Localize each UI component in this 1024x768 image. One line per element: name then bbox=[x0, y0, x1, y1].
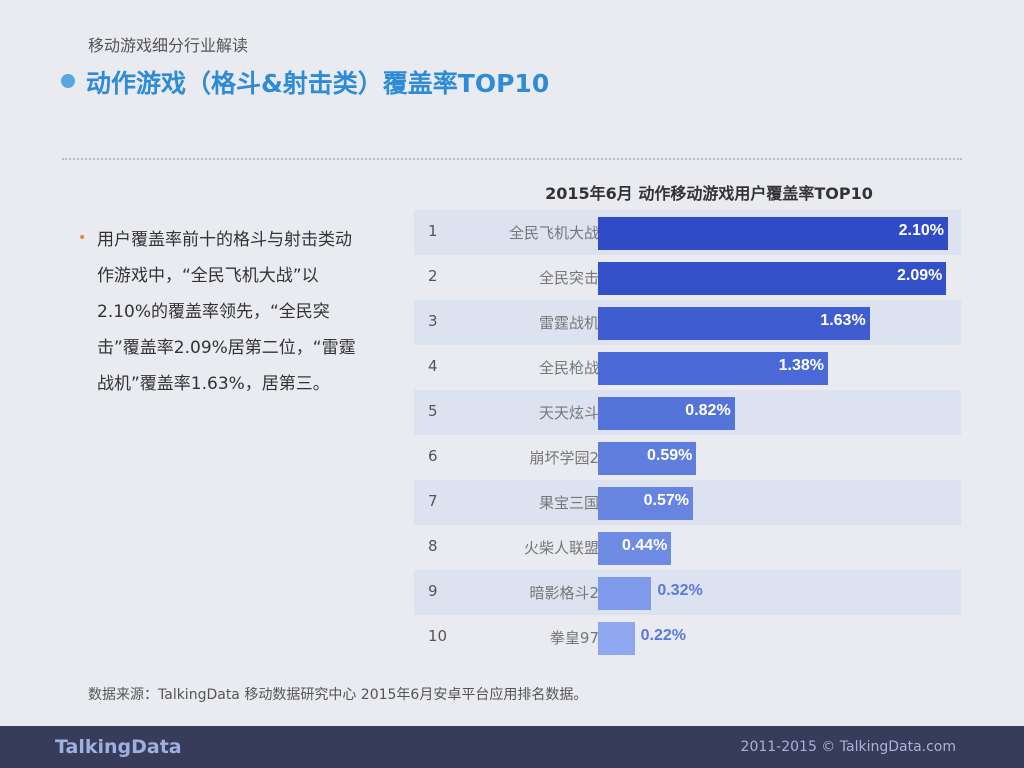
rank-label: 5 bbox=[428, 402, 438, 420]
value-label: 2.10% bbox=[898, 222, 944, 239]
chart-title: 2015年6月 动作移动游戏用户覆盖率TOP10 bbox=[545, 184, 873, 203]
rank-label: 8 bbox=[428, 537, 438, 555]
page-title: 动作游戏（格斗&射击类）覆盖率TOP10 bbox=[86, 69, 550, 98]
value-label: 0.59% bbox=[646, 447, 693, 464]
category-label: 全民飞机大战 bbox=[508, 224, 599, 242]
value-label: 0.82% bbox=[685, 402, 731, 419]
category-label: 全民枪战 bbox=[538, 359, 599, 377]
value-label: 0.57% bbox=[643, 492, 689, 509]
value-label: 1.63% bbox=[820, 312, 866, 329]
value-label: 2.09% bbox=[896, 267, 943, 284]
divider bbox=[62, 158, 962, 160]
bar bbox=[598, 262, 947, 295]
bar bbox=[598, 577, 652, 610]
rank-label: 3 bbox=[428, 312, 438, 330]
category-label: 果宝三国 bbox=[538, 494, 599, 512]
talkingdata-logo: TalkingData bbox=[55, 736, 182, 758]
chart-row: 7 果宝三国 0.57% bbox=[414, 480, 961, 525]
bar bbox=[598, 397, 735, 430]
footer: TalkingData 2011-2015 © TalkingData.com bbox=[0, 726, 1024, 768]
category-label: 暗影格斗2 bbox=[529, 584, 599, 602]
bar bbox=[598, 487, 693, 520]
description-text: 用户覆盖率前十的格斗与射击类动作游戏中，“全民飞机大战”以2.10%的覆盖率领先… bbox=[97, 230, 356, 394]
page-subtitle: 移动游戏细分行业解读 bbox=[88, 36, 249, 55]
bar bbox=[598, 532, 672, 565]
rank-label: 9 bbox=[428, 582, 438, 600]
source-note: 数据来源：TalkingData 移动数据研究中心 2015年6月安卓平台应用排… bbox=[88, 687, 588, 703]
title-bullet-icon bbox=[61, 74, 75, 88]
chart-row: 6 崩坏学园2 0.59% bbox=[414, 435, 961, 480]
bullet-icon: • bbox=[78, 230, 87, 246]
category-label: 拳皇97 bbox=[549, 629, 599, 647]
chart-row: 3 雷霆战机 1.63% bbox=[414, 300, 961, 345]
rank-label: 10 bbox=[428, 627, 448, 645]
chart-row: 4 全民枪战 1.38% bbox=[414, 345, 961, 390]
chart-row: 10 拳皇97 0.22% bbox=[414, 615, 961, 660]
value-label: 1.38% bbox=[778, 357, 824, 374]
chart-row: 8 火柴人联盟 0.44% bbox=[414, 525, 961, 570]
bar bbox=[598, 442, 697, 475]
rank-label: 4 bbox=[428, 357, 438, 375]
rank-label: 6 bbox=[428, 447, 438, 465]
bar bbox=[598, 307, 870, 340]
chart-row: 5 天天炫斗 0.82% bbox=[414, 390, 961, 435]
category-label: 火柴人联盟 bbox=[523, 539, 599, 557]
chart-row: 2 全民突击 2.09% bbox=[414, 255, 961, 300]
value-label: 0.32% bbox=[657, 582, 703, 599]
chart-row: 9 暗影格斗2 0.32% bbox=[414, 570, 961, 615]
bar bbox=[598, 217, 948, 250]
value-label: 0.44% bbox=[621, 537, 668, 554]
rank-label: 2 bbox=[428, 267, 438, 285]
category-label: 崩坏学园2 bbox=[529, 449, 599, 467]
category-label: 天天炫斗 bbox=[538, 404, 599, 422]
copyright: 2011-2015 © TalkingData.com bbox=[740, 739, 956, 755]
bar bbox=[598, 622, 635, 655]
value-label: 0.22% bbox=[640, 627, 687, 644]
chart-row: 1 全民飞机大战 2.10% bbox=[414, 210, 961, 255]
rank-label: 7 bbox=[428, 492, 438, 510]
category-label: 全民突击 bbox=[538, 269, 599, 287]
category-label: 雷霆战机 bbox=[538, 314, 599, 332]
rank-label: 1 bbox=[428, 222, 438, 240]
bar bbox=[598, 352, 828, 385]
